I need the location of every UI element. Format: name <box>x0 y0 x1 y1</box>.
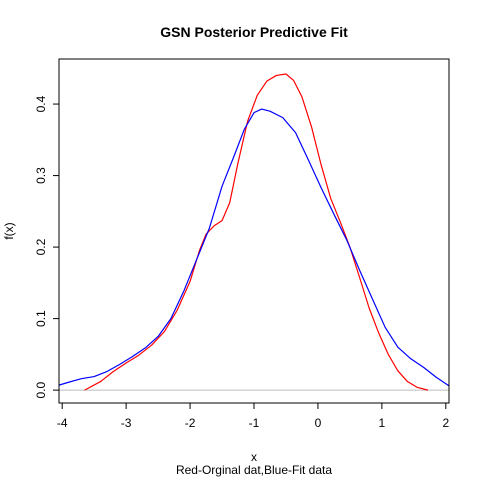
y-tick-label: 0.4 <box>34 95 48 112</box>
plot-frame <box>58 58 450 404</box>
y-axis-label: f(x) <box>2 222 16 239</box>
x-tick-label: 0 <box>315 416 322 430</box>
series-layer <box>58 73 450 391</box>
x-tick-label: 1 <box>379 416 386 430</box>
y-tick-label: 0.3 <box>34 167 48 184</box>
y-tick-label: 0.2 <box>34 238 48 255</box>
x-tick-label: -4 <box>57 416 68 430</box>
x-tick-label: 2 <box>442 416 449 430</box>
x-axis-label: x <box>251 450 257 464</box>
series-line-1 <box>84 73 429 391</box>
y-tick-label: 0.0 <box>34 381 48 398</box>
chart-title: GSN Posterior Predictive Fit <box>160 24 348 40</box>
x-tick-label: -1 <box>249 416 260 430</box>
x-axis-subtitle: Red-Orginal dat,Blue-Fit data <box>176 463 332 477</box>
x-axis: -4 -3 -2 -1 0 1 2 <box>57 403 449 430</box>
y-tick-label: 0.1 <box>34 310 48 327</box>
x-tick-label: -3 <box>121 416 132 430</box>
x-tick-label: -2 <box>185 416 196 430</box>
series-line-2 <box>58 108 450 387</box>
y-axis: 0.0 0.1 0.2 0.3 0.4 <box>34 95 59 398</box>
